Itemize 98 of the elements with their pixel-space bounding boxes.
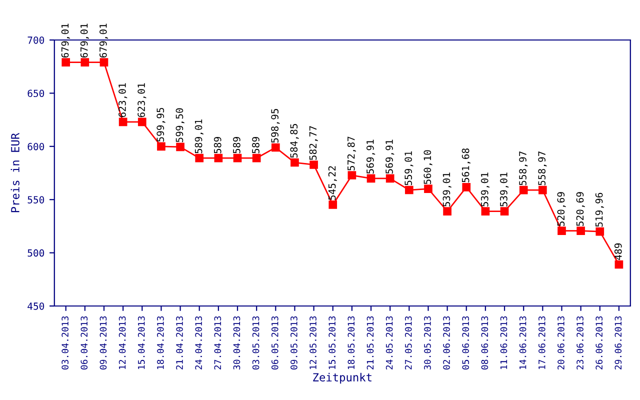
- point: [328, 200, 338, 209]
- point: [404, 186, 414, 194]
- data-label: 559,01: [404, 151, 414, 186]
- data-label: 582,77: [309, 126, 318, 160]
- y-tick-label: 700: [28, 36, 44, 44]
- y-axis-title: Preis in EUR: [10, 132, 20, 212]
- point: [157, 142, 166, 151]
- point: [519, 186, 528, 194]
- point: [271, 143, 280, 152]
- point: [443, 207, 452, 216]
- data-label: 561,68: [462, 148, 470, 182]
- x-tick-label: 30.04.2013: [233, 316, 240, 370]
- x-tick-label: 21.05.2013: [366, 316, 374, 370]
- y-tick-label: 500: [28, 249, 44, 257]
- data-label: 519,96: [595, 192, 604, 227]
- x-tick-label: 09.04.2013: [100, 316, 107, 370]
- point: [538, 186, 547, 194]
- x-tick-label: 23.06.2013: [576, 316, 584, 370]
- x-tick-label: 24.05.2013: [386, 316, 393, 370]
- data-label: 589,01: [194, 119, 204, 154]
- data-label: 569,91: [386, 140, 394, 174]
- data-label: 679,01: [80, 24, 89, 58]
- point: [290, 158, 299, 167]
- point: [424, 184, 432, 194]
- x-axis-title: Zeitpunkt: [313, 372, 372, 384]
- point: [233, 154, 242, 162]
- x-tick-label: 26.06.2013: [596, 316, 603, 370]
- data-label: 599,95: [156, 108, 166, 142]
- point: [366, 174, 376, 183]
- data-label: 679,01: [61, 24, 70, 58]
- x-tick-label: 20.06.2013: [558, 316, 564, 370]
- point: [80, 58, 90, 66]
- data-label: 489: [614, 243, 622, 260]
- point: [596, 227, 604, 236]
- point: [138, 118, 146, 126]
- x-tick-label: 27.04.2013: [214, 316, 222, 370]
- x-tick-label: 21.04.2013: [176, 316, 183, 370]
- data-label: 589: [232, 137, 240, 154]
- x-tick-label: 18.05.2013: [348, 316, 355, 369]
- data-label: 623,01: [118, 83, 128, 118]
- data-label: 539,01: [480, 172, 490, 206]
- point: [195, 154, 204, 162]
- data-label: 584,85: [290, 124, 299, 158]
- point: [176, 142, 184, 152]
- x-tick-label: 12.05.2013: [310, 316, 316, 369]
- data-label: 679,01: [99, 24, 108, 58]
- data-label: 572,87: [347, 136, 356, 170]
- x-tick-label: 15.04.2013: [138, 316, 145, 369]
- y-tick-label: 600: [28, 142, 44, 150]
- point: [62, 58, 70, 66]
- point: [252, 154, 261, 162]
- x-tick-label: 09.05.2013: [290, 316, 298, 370]
- point: [386, 174, 394, 183]
- data-label: 589: [252, 137, 260, 154]
- data-label: 545,22: [328, 166, 337, 200]
- x-tick-label: 17.06.2013: [538, 316, 546, 369]
- data-label: 598,95: [271, 109, 280, 143]
- point: [614, 260, 624, 269]
- x-tick-label: 30.05.2013: [424, 316, 431, 370]
- x-tick-label: 29.06.2013: [614, 316, 622, 370]
- data-label: 539,01: [500, 172, 509, 206]
- data-label: 539,01: [442, 172, 452, 206]
- point: [118, 118, 128, 126]
- point: [348, 171, 356, 180]
- x-tick-label: 05.06.2013: [462, 316, 470, 370]
- x-tick-label: 08.06.2013: [481, 316, 488, 370]
- x-tick-label: 11.06.2013: [500, 316, 508, 369]
- y-tick-label: 650: [28, 90, 44, 98]
- point: [100, 58, 108, 66]
- data-label: 520,69: [576, 192, 585, 226]
- data-label: 560,10: [424, 150, 432, 184]
- x-tick-label: 06.05.2013: [271, 316, 278, 370]
- point: [558, 226, 566, 235]
- point: [576, 226, 585, 235]
- x-tick-label: 02.06.2013: [443, 316, 450, 370]
- x-tick-label: 03.05.2013: [252, 316, 260, 370]
- data-label: 558,97: [538, 152, 547, 186]
- x-tick-label: 27.05.2013: [404, 316, 412, 370]
- x-tick-label: 24.04.2013: [195, 316, 202, 370]
- data-label: 599,50: [176, 108, 184, 142]
- x-tick-label: 03.04.2013: [62, 316, 68, 370]
- x-tick-label: 12.04.2013: [118, 316, 126, 369]
- data-label: 589: [214, 137, 222, 154]
- point: [214, 154, 223, 162]
- point: [500, 207, 509, 216]
- point: [462, 183, 471, 192]
- data-label: 623,01: [138, 83, 146, 118]
- y-tick-label: 550: [28, 196, 44, 204]
- x-tick-label: 18.04.2013: [157, 316, 164, 369]
- x-tick-label: 14.06.2013: [519, 316, 526, 369]
- data-label: 569,91: [366, 140, 376, 174]
- point: [310, 160, 318, 169]
- x-tick-label: 06.04.2013: [80, 316, 88, 370]
- data-label: 520,69: [557, 192, 566, 226]
- y-tick-label: 450: [28, 302, 44, 310]
- point: [481, 207, 490, 216]
- data-label: 558,97: [519, 152, 528, 186]
- x-tick-label: 15.05.2013: [328, 316, 336, 369]
